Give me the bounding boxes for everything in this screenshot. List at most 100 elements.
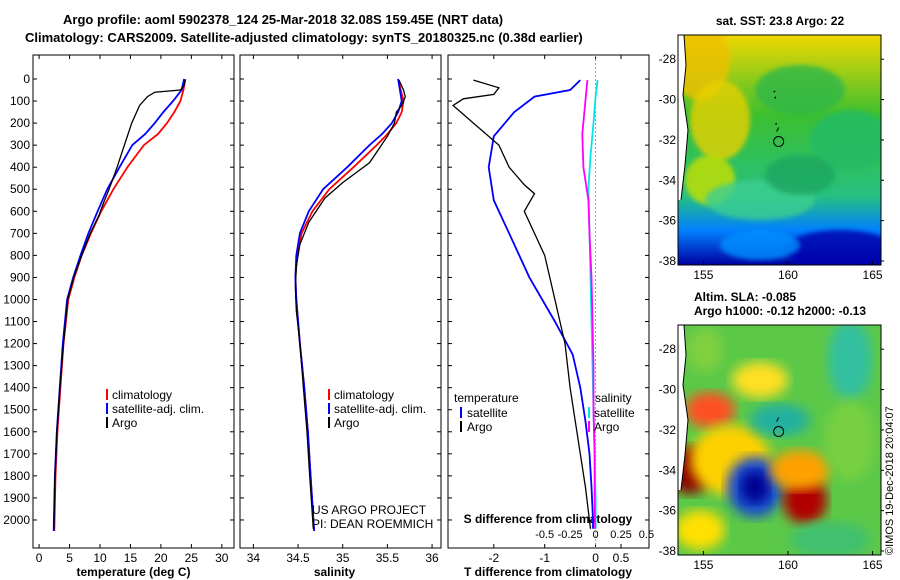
sst-patch	[810, 110, 881, 170]
diff-s-tick-label: 0	[593, 529, 599, 541]
argo-track-tail	[776, 127, 780, 132]
sal-xlabel: salinity	[314, 565, 356, 579]
sal-legend-label: climatology	[334, 388, 394, 402]
temp-legend-label: Argo	[112, 416, 138, 430]
temp-xtick-label: 0	[36, 551, 43, 565]
sla-patch	[828, 325, 872, 400]
map-xtick-label: 165	[863, 268, 883, 282]
diff-line-s-satellite	[587, 79, 599, 529]
depth-tick-label: 1000	[3, 292, 30, 306]
coast-land	[678, 325, 688, 490]
depth-tick-label: 1500	[3, 403, 30, 417]
depth-tick-label: 1800	[3, 469, 30, 483]
sst-field-gradient	[678, 35, 881, 265]
map-xtick-label: 160	[778, 268, 798, 282]
sst-patch	[685, 155, 735, 205]
sal-line-satellite-adj--clim-	[294, 78, 403, 532]
sla-patch	[783, 476, 827, 524]
map-ytick-label: -38	[659, 544, 677, 558]
sst-patch	[705, 180, 815, 220]
project-annotation: US ARGO PROJECT	[312, 503, 427, 517]
depth-tick-label: 700	[10, 226, 30, 240]
depth-tick-label: 1300	[3, 359, 30, 373]
coastline	[680, 35, 689, 201]
sst-map-field	[678, 35, 881, 265]
depth-tick-label: 100	[10, 94, 30, 108]
argo-location-marker	[773, 426, 785, 438]
diff-legend-t-label: satellite	[467, 406, 508, 420]
coastline	[680, 325, 689, 491]
sla-patch	[741, 471, 769, 503]
diff-s-tick-label: 0.25	[610, 529, 631, 541]
temp-legend-label: climatology	[112, 388, 172, 402]
sla-field-base	[678, 325, 881, 555]
sst-map-frame	[677, 34, 882, 266]
sla-patch	[678, 446, 712, 494]
sst-patch	[690, 80, 750, 160]
temp-xtick-label: 20	[154, 551, 168, 565]
sla-patch	[727, 457, 783, 517]
track-point	[775, 122, 778, 125]
map-ytick-label: -38	[659, 254, 677, 268]
diff-line-t-argo	[452, 79, 592, 529]
coast-land	[678, 35, 688, 200]
sla-patch	[750, 404, 810, 436]
temp-xtick-label: 25	[185, 551, 199, 565]
diff-t-xlabel: T difference from climatology	[464, 565, 632, 579]
argo-track-tail	[776, 417, 780, 422]
diff-legend-s-title: salinity	[595, 391, 632, 405]
map-ytick-label: -34	[659, 173, 677, 187]
map-ytick-label: -34	[659, 463, 677, 477]
sla-map-frame	[677, 324, 882, 556]
diff-s-tick-label: -0.5	[535, 529, 554, 541]
sal-xtick-label: 35	[336, 551, 350, 565]
depth-tick-label: 900	[10, 270, 30, 284]
map-ytick-label: -32	[659, 133, 677, 147]
sst-map-title: sat. SST: 23.8 Argo: 22	[716, 14, 845, 28]
diff-line-t-satellite	[487, 79, 594, 529]
map-ytick-label: -36	[659, 504, 677, 518]
diff-legend-t-title: temperature	[454, 391, 519, 405]
sla-patch	[770, 450, 830, 490]
diff-s-xlabel: S difference from climatology	[464, 512, 633, 526]
sla-patch	[678, 510, 725, 550]
track-point	[773, 90, 776, 93]
map-xtick-label: 165	[863, 558, 883, 572]
diff-s-tick-label: -0.25	[558, 529, 583, 541]
sst-patch	[765, 155, 835, 195]
sla-patch	[825, 400, 875, 480]
sal-line-climatology	[294, 78, 405, 532]
argo-location-marker	[773, 136, 785, 148]
depth-tick-label: 500	[10, 182, 30, 196]
map-ytick-label: -28	[659, 52, 677, 66]
depth-tick-label: 600	[10, 204, 30, 218]
depth-tick-label: 1700	[3, 447, 30, 461]
depth-tick-label: 1600	[3, 425, 30, 439]
sst-map-group: 155 160 165 -28 -30 -32 -34 -36 -38	[659, 34, 884, 282]
temp-xtick-label: 15	[124, 551, 138, 565]
sla-patch	[690, 425, 770, 495]
plot-subtitle: Climatology: CARS2009. Satellite-adjuste…	[25, 30, 583, 45]
sal-legend-label: Argo	[334, 416, 360, 430]
diff-xtick-label: 0.5	[613, 551, 630, 565]
pi-annotation: PI: DEAN ROEMMICH	[312, 517, 433, 531]
depth-tick-label: 200	[10, 116, 30, 130]
depth-tick-label: 800	[10, 248, 30, 262]
map-xtick-label: 160	[778, 558, 798, 572]
sla-patch	[687, 328, 723, 372]
temp-line-climatology	[53, 78, 187, 532]
diff-legend-s-label: Argo	[594, 420, 620, 434]
diff-legend-s-label: satellite	[594, 406, 635, 420]
sla-map-field	[678, 325, 881, 555]
temp-xlabel: temperature (deg C)	[76, 565, 190, 579]
sla-patch	[790, 522, 870, 555]
diff-s-tick-label: 0.5	[639, 529, 654, 541]
diff-xtick-label: -1	[539, 551, 550, 565]
sst-patch	[785, 230, 881, 265]
temp-line-satellite-adj--clim-	[52, 78, 185, 532]
temp-xtick-label: 10	[93, 551, 107, 565]
diff-xtick-label: -2	[488, 551, 499, 565]
diff-legend-t-label: Argo	[467, 420, 493, 434]
map-xtick-label: 155	[693, 558, 713, 572]
sst-patch	[755, 65, 845, 115]
